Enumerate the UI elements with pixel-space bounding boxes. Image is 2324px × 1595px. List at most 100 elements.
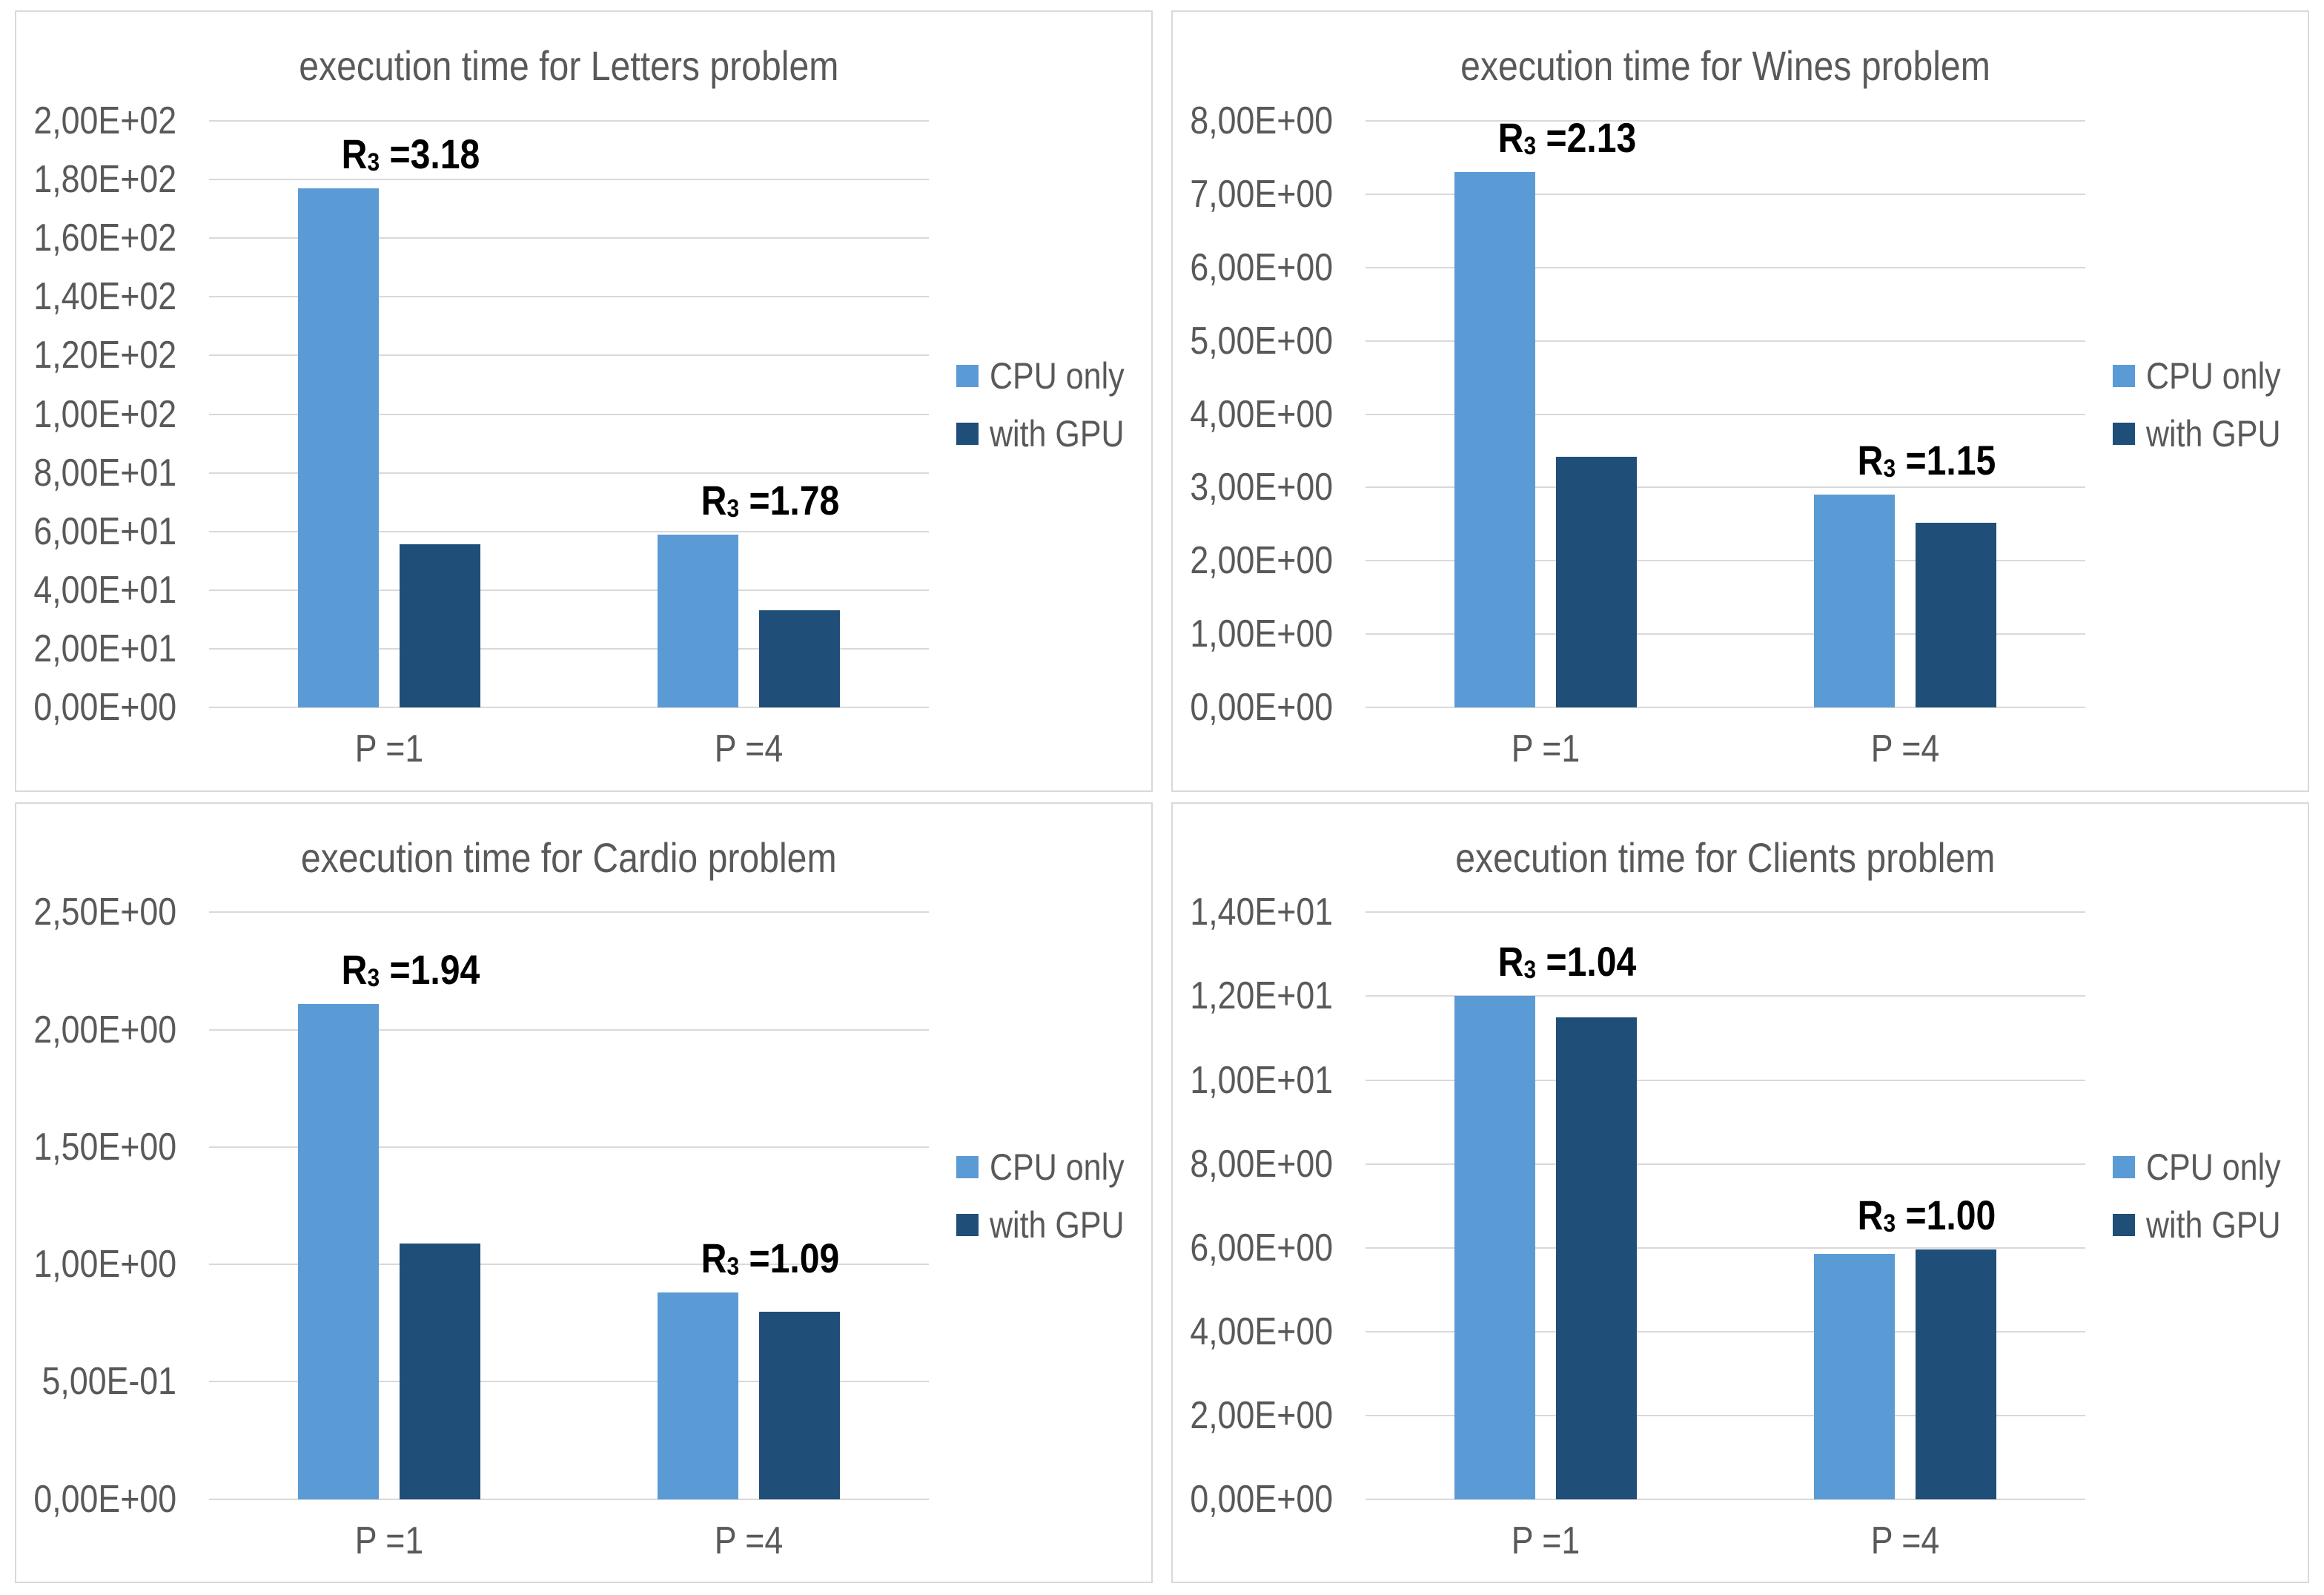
chart-title: execution time for Letters problem: [209, 42, 929, 90]
bar-cpu-only-p-4: [1814, 495, 1896, 708]
ratio-label: R: [1858, 437, 1884, 484]
text: P =1: [1511, 727, 1580, 771]
gridline: [209, 472, 929, 474]
text: 0,00E+00: [1190, 1477, 1334, 1521]
gridline: [1365, 911, 2085, 914]
ratio-subscript: 3: [1523, 956, 1537, 985]
text: 1,50E+00: [33, 1125, 177, 1169]
bar-cpu-only-p-1: [1454, 996, 1535, 1499]
bar-cpu-only-p-4: [1814, 1254, 1896, 1499]
plot-area: 0,00E+00 2,00E+01 4,00E+01 6,00E+01 8,00E+01…: [34, 99, 929, 770]
ratio-annotation: R3 =1.78: [690, 476, 851, 524]
text: 2,00E+00: [1190, 539, 1334, 583]
gridline: [209, 354, 929, 357]
bar-cpu-only-p-4: [658, 1292, 739, 1499]
text: CPU only: [2145, 354, 2281, 397]
y-axis-tick-label: 5,00E+00: [1173, 319, 1334, 363]
text: 5,00E-01: [42, 1360, 177, 1404]
ratio-value: =1.00: [1896, 1192, 1996, 1239]
y-axis-tick-label: 6,00E+00: [1173, 1226, 1334, 1270]
ratio-annotation: R3 =1.15: [1847, 436, 2007, 484]
text: 1,40E+02: [33, 275, 177, 319]
chart-panel-letters: execution time for Letters problem 0,00E+…: [15, 10, 1153, 792]
x-axis-category-label: P =4: [1865, 1519, 1944, 1563]
ratio-label: R: [341, 130, 368, 177]
gridline: [1365, 266, 2085, 268]
gridline: [1365, 1079, 2085, 1081]
text: 1,80E+02: [33, 158, 177, 202]
ratio-annotation-text: R3 =1.04: [1498, 937, 1637, 985]
text: CPU only: [989, 354, 1125, 397]
ratio-annotation-text: R3 =3.18: [342, 130, 480, 178]
legend-item-with-gpu: with GPU: [2112, 1203, 2303, 1246]
text: P =1: [354, 727, 424, 771]
legend-label: CPU only: [990, 354, 1146, 397]
ratio-label: R: [341, 945, 368, 993]
text: 8,00E+00: [1190, 99, 1334, 142]
ratio-value: =1.04: [1536, 938, 1637, 985]
ratio-label: R: [1497, 938, 1524, 985]
gridline: [209, 296, 929, 298]
plot-area: 0,00E+00 1,00E+00 2,00E+00 3,00E+00 4,00E+00…: [1191, 99, 2085, 770]
ratio-annotation-text: R3 =2.13: [1498, 113, 1637, 162]
bar-cpu-only-p-1: [298, 1003, 379, 1499]
text: with GPU: [2145, 412, 2281, 455]
gridline: [209, 1498, 929, 1500]
x-axis-category-label: P =1: [349, 727, 428, 771]
x-axis-category-label: P =4: [1865, 727, 1944, 771]
text: 8,00E+01: [33, 451, 177, 495]
y-axis-tick-label: 1,00E+01: [1173, 1058, 1334, 1103]
ratio-value: =1.15: [1896, 437, 1996, 484]
ratio-subscript: 3: [367, 963, 380, 992]
y-axis-tick-label: 1,40E+01: [1173, 890, 1334, 934]
text: 2,00E+00: [1190, 1393, 1334, 1437]
gridline: [209, 1146, 929, 1148]
chart-panel-cardio: execution time for Cardio problem 0,00E+0…: [15, 802, 1153, 1583]
text: CPU only: [2145, 1146, 2281, 1189]
bar-with-gpu-p-4: [759, 610, 841, 708]
y-axis-tick-label: 8,00E+00: [1173, 99, 1334, 143]
gridline: [1365, 1330, 2085, 1333]
y-axis-tick-label: 2,00E+00: [1173, 1393, 1334, 1438]
y-axis-tick-label: 1,20E+01: [1173, 974, 1334, 1018]
y-axis-tick-label: 6,00E+00: [1173, 245, 1334, 290]
text: 8,00E+00: [1190, 1142, 1334, 1186]
plot-area: 0,00E+00 5,00E-01 1,00E+00 1,50E+00 2,00E+00…: [34, 891, 929, 1562]
y-axis-tick-label: 1,20E+02: [16, 333, 177, 377]
y-axis-tick-label: 2,00E+02: [16, 99, 177, 143]
text: P =1: [1511, 1519, 1580, 1562]
ratio-annotation: R3 =3.18: [331, 130, 491, 178]
gridline: [209, 589, 929, 591]
text: P =4: [715, 1519, 784, 1562]
y-axis-tick-label: 3,00E+00: [1173, 465, 1334, 509]
ratio-subscript: 3: [726, 494, 740, 523]
text: execution time for Letters problem: [299, 42, 839, 89]
ratio-subscript: 3: [367, 148, 380, 176]
legend-label: with GPU: [2146, 412, 2303, 455]
text: 2,50E+00: [33, 891, 177, 934]
ratio-label: R: [1497, 114, 1524, 162]
y-axis-tick-label: 1,80E+02: [16, 157, 177, 202]
text: execution time for Wines problem: [1460, 42, 1990, 89]
y-axis-tick-label: 4,00E+00: [1173, 392, 1334, 437]
gridline: [209, 237, 929, 240]
y-axis-tick-label: 1,00E+00: [1173, 612, 1334, 656]
gridline: [1365, 413, 2085, 415]
chart-panel-clients: execution time for Clients problem 0,00E+…: [1171, 802, 2309, 1583]
ratio-subscript: 3: [1523, 131, 1537, 160]
gridline: [209, 1381, 929, 1383]
legend-item-cpu-only: CPU only: [956, 354, 1146, 397]
legend-label: with GPU: [2146, 1203, 2303, 1246]
ratio-value: =2.13: [1536, 114, 1637, 162]
bar-with-gpu-p-4: [1916, 522, 1997, 708]
ratio-annotation: R3 =1.00: [1847, 1191, 2007, 1239]
text: 6,00E+01: [33, 509, 177, 553]
legend-label: CPU only: [2146, 1146, 2303, 1189]
text: 0,00E+00: [33, 686, 177, 730]
text: 4,00E+00: [1190, 1310, 1334, 1353]
ratio-annotation-text: R3 =1.09: [701, 1234, 840, 1282]
y-axis-tick-label: 1,00E+00: [16, 1242, 177, 1287]
x-axis-category-label: P =4: [709, 1519, 788, 1563]
gridline: [209, 648, 929, 650]
